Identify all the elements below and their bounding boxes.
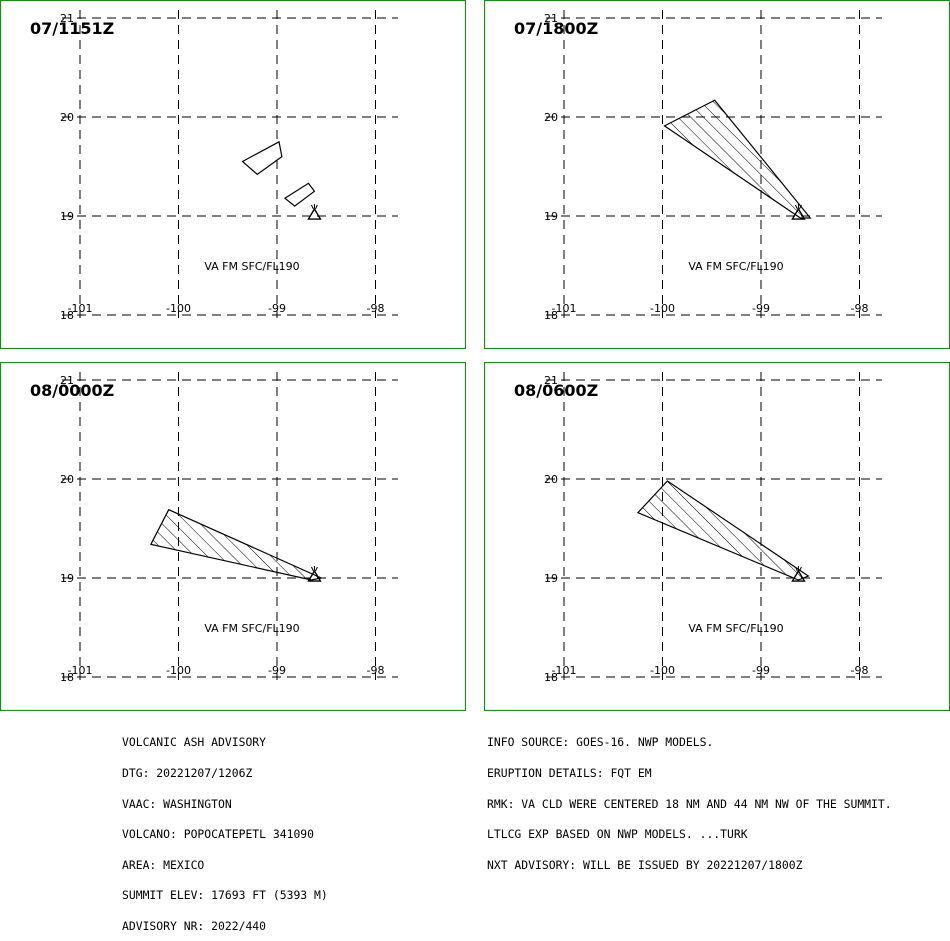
lon-tick-label: -98 (851, 664, 869, 677)
volcano-icon (307, 204, 322, 220)
ash-level-label: VA FM SFC/FL190 (688, 622, 783, 635)
volcano-icon (791, 204, 806, 220)
volcano-icon (307, 566, 322, 582)
lat-tick-label: 19 (60, 572, 74, 585)
lat-tick-label: 20 (544, 473, 558, 486)
lon-tick-label: -98 (367, 664, 385, 677)
ash-level-label: VA FM SFC/FL190 (688, 260, 783, 273)
advisory-line: RMK: VA CLD WERE CENTERED 18 NM AND 44 N… (487, 796, 892, 811)
advisory-left: VOLCANIC ASH ADVISORY DTG: 20221207/1206… (122, 717, 328, 941)
lat-tick-label: 18 (60, 309, 74, 322)
panel-time-label: 08/0600Z (514, 381, 598, 400)
advisory-line: INFO SOURCE: GOES-16. NWP MODELS. (487, 735, 714, 750)
advisory-line: LTLCG EXP BASED ON NWP MODELS. ...TURK (487, 827, 748, 842)
advisory-line: SUMMIT ELEV: 17693 FT (5393 M) (122, 888, 328, 903)
lon-tick-label: -98 (851, 302, 869, 315)
lon-tick-label: -99 (268, 302, 286, 315)
lon-tick-label: -99 (268, 664, 286, 677)
advisory-line: VAAC: WASHINGTON (122, 796, 232, 811)
ash-level-label: VA FM SFC/FL190 (204, 622, 299, 635)
advisory-right: INFO SOURCE: GOES-16. NWP MODELS. ERUPTI… (487, 717, 892, 880)
grid (546, 372, 882, 680)
lat-tick-label: 19 (544, 210, 558, 223)
panel-time-label: 07/1151Z (30, 19, 114, 38)
lat-tick-label: 18 (544, 671, 558, 684)
volcano-icon (791, 566, 806, 582)
lon-tick-label: -100 (650, 302, 675, 315)
lat-tick-label: 18 (60, 671, 74, 684)
advisory-line: ADVISORY NR: 2022/440 (122, 918, 267, 933)
ash-cloud-area (241, 140, 283, 176)
panel-frame (0, 362, 466, 711)
advisory-line: VOLCANIC ASH ADVISORY (122, 735, 267, 750)
ash-cloud-area (636, 480, 810, 581)
lon-tick-label: -99 (752, 664, 770, 677)
map-panel-2: -101 -100 -99 -98 21 20 19 18 07/1800Z VA FM SFC/… (484, 0, 950, 349)
panel-frame (0, 0, 466, 349)
panel-time-label: 08/0000Z (30, 381, 114, 400)
lon-tick-label: -100 (166, 302, 191, 315)
lon-tick-label: -101 (552, 302, 577, 315)
panel-time-label: 07/1800Z (514, 19, 598, 38)
advisory-line: AREA: MEXICO (122, 857, 205, 872)
lon-tick-label: -100 (166, 664, 191, 677)
advisory-line: VOLCANO: POPOCATEPETL 341090 (122, 827, 315, 842)
lat-tick-label: 19 (60, 210, 74, 223)
ash-level-label: VA FM SFC/FL190 (204, 260, 299, 273)
lat-tick-label: 21 (60, 374, 74, 387)
lat-tick-label: 21 (544, 12, 558, 25)
lat-tick-label: 21 (60, 12, 74, 25)
lat-tick-label: 21 (544, 374, 558, 387)
lat-tick-label: 19 (544, 572, 558, 585)
advisory-line: ERUPTION DETAILS: FQT EM (487, 766, 652, 780)
lon-tick-label: -101 (552, 664, 577, 677)
lon-tick-label: -101 (68, 664, 93, 677)
grid (546, 10, 882, 318)
lat-tick-label: 18 (544, 309, 558, 322)
grid (62, 372, 398, 680)
map-panel-3: -101 -100 -99 -98 21 20 19 18 08/0000Z VA FM SFC/… (0, 362, 466, 711)
ash-cloud-area (663, 99, 812, 219)
advisory-line: DTG: 20221207/1206Z (122, 766, 253, 780)
ash-cloud-area (283, 182, 316, 207)
ash-cloud-area (150, 508, 324, 581)
lat-tick-label: 20 (60, 111, 74, 124)
map-panel-4: -101 -100 -99 -98 21 20 19 18 08/0600Z VA FM SFC/… (484, 362, 950, 711)
lon-tick-label: -98 (367, 302, 385, 315)
lat-tick-label: 20 (544, 111, 558, 124)
lat-tick-label: 20 (60, 473, 74, 486)
map-panel-1: -101 -100 -99 -98 21 20 19 18 07/1151Z VA FM SFC/… (0, 0, 466, 349)
lon-tick-label: -100 (650, 664, 675, 677)
grid (62, 10, 398, 318)
lon-tick-label: -101 (68, 302, 93, 315)
lon-tick-label: -99 (752, 302, 770, 315)
panel-frame (484, 0, 950, 349)
advisory-line: NXT ADVISORY: WILL BE ISSUED BY 20221207… (487, 857, 803, 872)
